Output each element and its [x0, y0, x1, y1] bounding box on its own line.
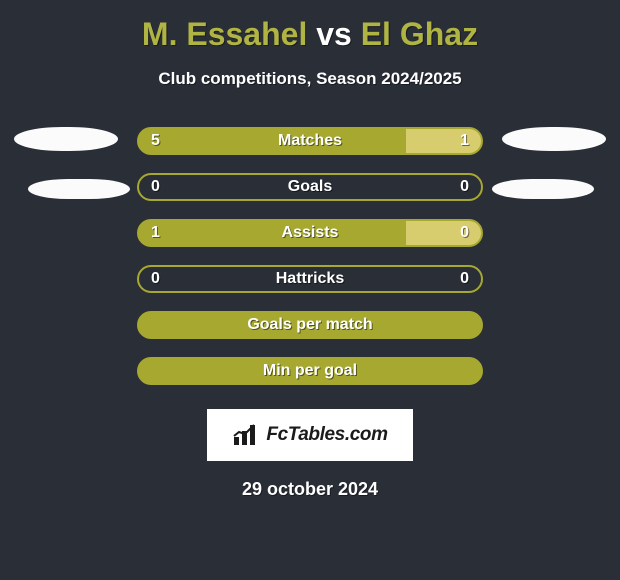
stat-row: 1 0 Assists — [137, 219, 483, 247]
stat-value-right: 0 — [460, 178, 469, 196]
stat-label: Assists — [282, 224, 339, 242]
stat-label: Goals — [288, 178, 332, 196]
stat-fill-left — [139, 221, 406, 245]
page-title: M. Essahel vs El Ghaz — [142, 16, 478, 53]
vs-separator: vs — [316, 16, 352, 52]
stat-label: Min per goal — [263, 362, 357, 380]
stat-row: 0 0 Goals — [137, 173, 483, 201]
stat-fill-right — [406, 221, 481, 245]
source-logo: FcTables.com — [207, 409, 413, 461]
fctables-chart-icon — [232, 423, 260, 447]
stat-value-left: 0 — [151, 270, 160, 288]
stat-fill-left — [139, 129, 406, 153]
player1-name: M. Essahel — [142, 16, 307, 52]
stat-value-right: 0 — [460, 224, 469, 242]
player2-name: El Ghaz — [361, 16, 478, 52]
stat-value-right: 1 — [460, 132, 469, 150]
stat-value-left: 0 — [151, 178, 160, 196]
stat-row: Min per goal — [137, 357, 483, 385]
stat-fill-right — [406, 129, 481, 153]
stat-value-left: 1 — [151, 224, 160, 242]
player2-badge-placeholder — [492, 179, 594, 199]
source-logo-text: FcTables.com — [266, 424, 387, 446]
stat-label: Hattricks — [276, 270, 344, 288]
player1-badge-placeholder — [28, 179, 130, 199]
stat-value-left: 5 — [151, 132, 160, 150]
stat-label: Goals per match — [247, 316, 372, 334]
stat-row: 5 1 Matches — [137, 127, 483, 155]
player2-photo-placeholder — [502, 127, 606, 151]
date-label: 29 october 2024 — [242, 479, 378, 500]
stat-label: Matches — [278, 132, 342, 150]
stat-row: 0 0 Hattricks — [137, 265, 483, 293]
stats-area: 5 1 Matches 0 0 Goals 1 0 Assists 0 0 Hattricks Goal… — [8, 127, 612, 403]
player1-photo-placeholder — [14, 127, 118, 151]
comparison-card: M. Essahel vs El Ghaz Club competitions,… — [0, 0, 620, 580]
stat-value-right: 0 — [460, 270, 469, 288]
subtitle: Club competitions, Season 2024/2025 — [158, 69, 461, 89]
stat-row: Goals per match — [137, 311, 483, 339]
